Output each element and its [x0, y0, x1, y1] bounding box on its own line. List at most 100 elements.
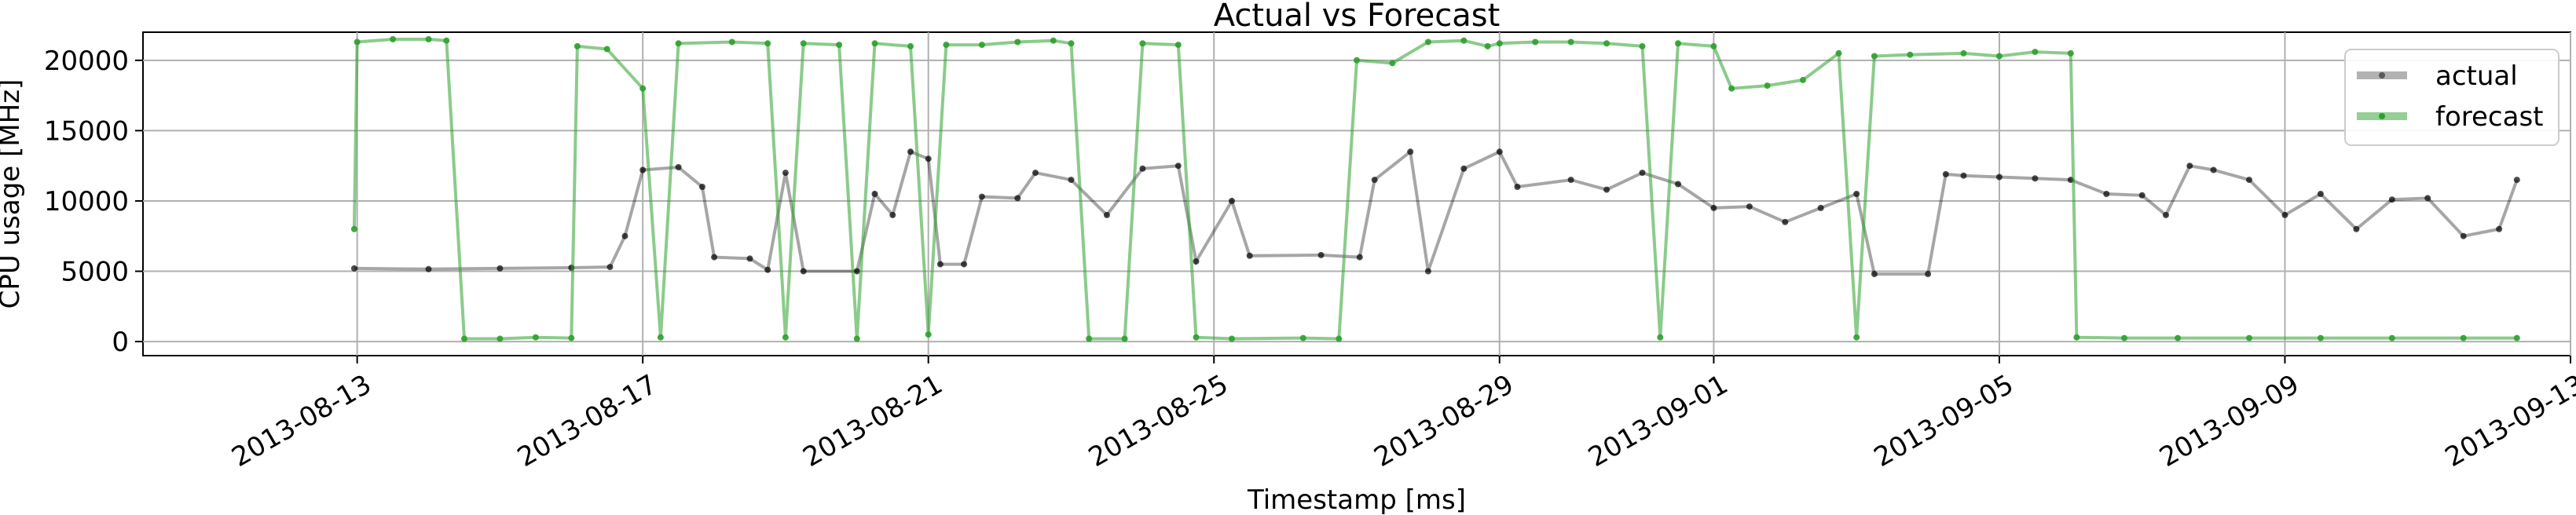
forecast-point — [2073, 334, 2080, 341]
actual-point — [1817, 204, 1824, 211]
forecast-point — [1193, 334, 1200, 341]
forecast-point — [853, 335, 860, 342]
forecast-point — [657, 334, 664, 341]
forecast-point — [2067, 49, 2074, 57]
series-lines — [350, 36, 2520, 342]
x-tick-label: 2013-08-29 — [1369, 369, 1519, 473]
forecast-point — [1764, 82, 1771, 89]
y-tick-label: 0 — [112, 327, 129, 358]
y-tick-label: 15000 — [44, 115, 129, 147]
legend-forecast-marker — [2379, 113, 2385, 119]
forecast-point — [2246, 334, 2252, 342]
y-tick-label: 5000 — [60, 257, 129, 288]
forecast-point — [1174, 42, 1182, 49]
series-forecast — [350, 36, 2520, 342]
forecast-point — [2513, 334, 2520, 342]
actual-point — [2210, 166, 2217, 173]
x-tick-label: 2013-08-17 — [512, 369, 662, 473]
actual-point — [1068, 177, 1075, 184]
forecast-point — [2317, 334, 2324, 342]
legend-box — [2344, 49, 2560, 146]
forecast-point — [1675, 40, 1681, 47]
actual-point — [2103, 191, 2110, 197]
actual-point — [606, 264, 614, 271]
actual-point — [1514, 184, 1521, 190]
forecast-point — [925, 331, 932, 338]
forecast-point — [1068, 40, 1075, 47]
actual-point — [1246, 252, 1253, 259]
actual-point — [2388, 196, 2395, 203]
actual-point — [1229, 198, 1235, 204]
forecast-point — [1657, 334, 1664, 341]
forecast-point — [871, 40, 878, 47]
actual-point — [925, 155, 932, 163]
actual-point — [746, 255, 753, 262]
actual-point — [425, 265, 432, 272]
x-tick-label: 2013-08-21 — [797, 369, 947, 473]
forecast-point — [1995, 53, 2003, 60]
forecast-point — [1800, 76, 1806, 83]
actual-point — [853, 268, 860, 275]
actual-point — [1139, 165, 1146, 172]
actual-point — [1960, 172, 1967, 179]
forecast-point — [2032, 49, 2039, 56]
forecast-point — [425, 36, 432, 42]
actual-point — [2281, 211, 2288, 218]
series-actual — [350, 148, 2520, 278]
forecast-point — [1354, 57, 1360, 64]
actual-point — [1356, 254, 1363, 261]
x-tick-label: 2013-09-13 — [2440, 369, 2576, 473]
y-tick-label: 10000 — [44, 186, 129, 217]
forecast-point — [1484, 42, 1491, 49]
forecast-point — [1121, 335, 1128, 342]
actual-point — [764, 266, 771, 273]
actual-point — [936, 261, 944, 268]
forecast-point — [728, 38, 735, 46]
actual-point — [2032, 175, 2039, 182]
forecast-point — [568, 334, 575, 342]
y-axis: 0 5000 10000 15000 20000 — [44, 46, 143, 358]
forecast-point — [1960, 49, 1967, 57]
actual-point — [1710, 204, 1717, 211]
actual-point — [1014, 195, 1021, 202]
actual-point — [2496, 225, 2503, 232]
forecast-point — [907, 42, 914, 49]
legend-actual-marker — [2379, 72, 2385, 79]
actual-point — [711, 254, 718, 261]
forecast-point — [675, 40, 682, 47]
forecast-point — [461, 335, 467, 342]
forecast-point — [943, 42, 950, 49]
forecast-point — [603, 46, 610, 53]
forecast-point — [390, 36, 397, 42]
actual-point — [1371, 177, 1378, 184]
actual-point — [1567, 177, 1574, 184]
forecast-point — [1299, 334, 1306, 342]
actual-point — [2138, 192, 2145, 199]
actual-point — [1782, 218, 1789, 225]
legend: actual forecast — [2344, 49, 2560, 146]
forecast-point — [1907, 51, 1914, 58]
actual-point — [2424, 195, 2431, 202]
actual-point — [871, 191, 878, 197]
forecast-point — [1603, 40, 1610, 47]
forecast-point — [782, 334, 789, 341]
x-axis: 2013-08-13 2013-08-17 2013-08-21 2013-08-25… — [226, 356, 2576, 473]
actual-point — [1746, 203, 1753, 210]
forecast-point — [1835, 49, 1842, 57]
actual-point — [1871, 271, 1878, 278]
legend-forecast-label: forecast — [2435, 101, 2544, 133]
forecast-point — [2388, 334, 2395, 342]
actual-point — [1103, 211, 1110, 218]
chart-title: Actual vs Forecast — [1214, 0, 1501, 34]
forecast-point — [2460, 334, 2467, 342]
forecast-point — [573, 42, 581, 49]
forecast-point — [1853, 334, 1860, 341]
actual-point — [1942, 170, 1949, 177]
forecast-point — [764, 40, 771, 47]
forecast-point — [497, 335, 504, 342]
forecast-point — [1496, 40, 1503, 47]
forecast-point — [1728, 85, 1735, 92]
actual-point — [2246, 177, 2252, 184]
actual-point — [1853, 191, 1860, 197]
